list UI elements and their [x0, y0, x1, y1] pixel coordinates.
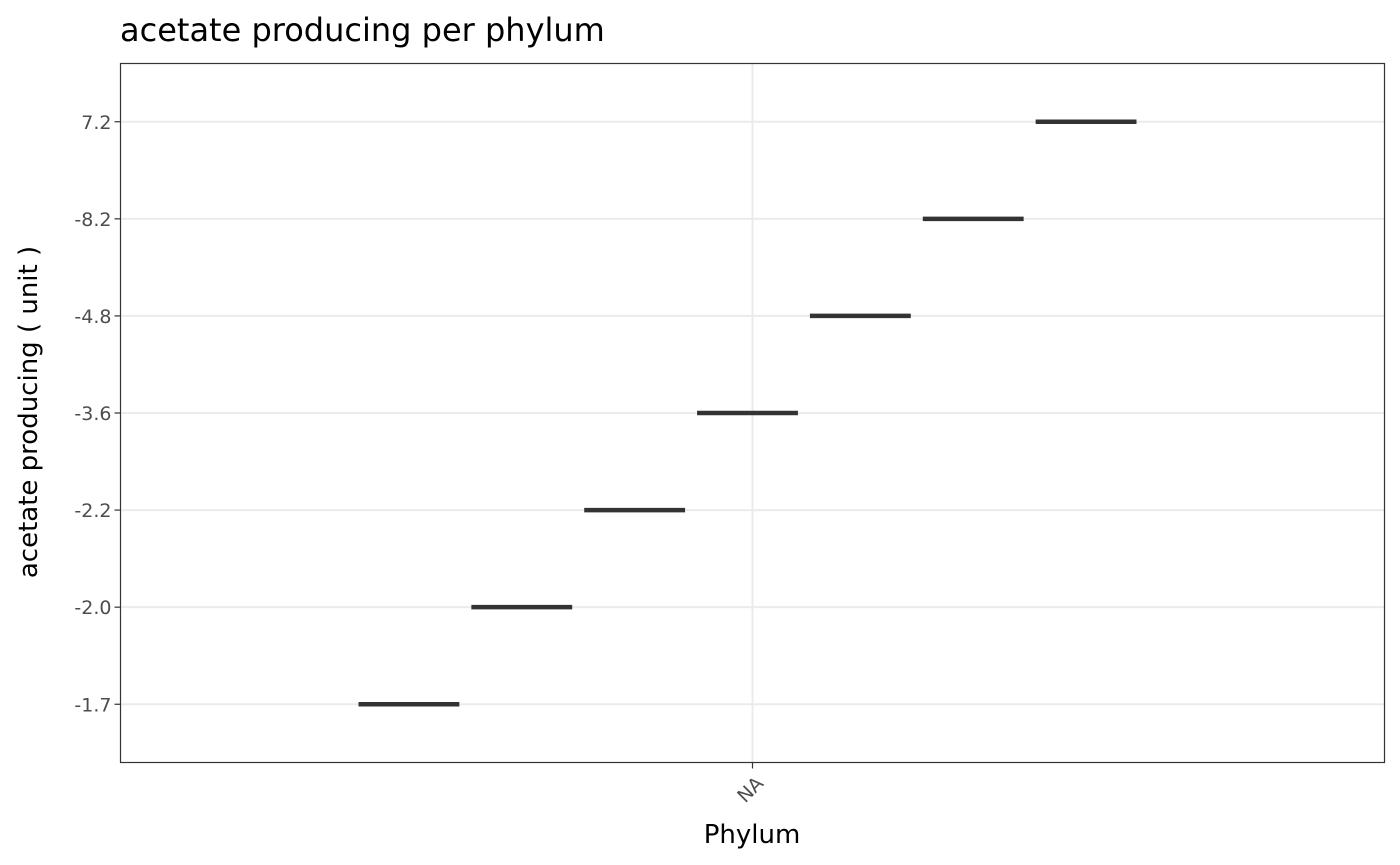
- data-marks: [358, 119, 1137, 707]
- y-tick-label: -2.2: [74, 500, 111, 522]
- y-tick-label: -1.7: [74, 694, 111, 716]
- y-axis-title: acetate producing ( unit ): [14, 246, 44, 578]
- chart-title: acetate producing per phylum: [120, 11, 605, 49]
- y-tick-label: -4.8: [74, 306, 111, 328]
- x-axis-title: Phylum: [704, 820, 801, 850]
- y-tick-label: -8.2: [74, 209, 111, 231]
- y-tick-label: -2.0: [74, 597, 111, 619]
- x-tick-label: NA: [733, 772, 768, 807]
- y-tick-label: 7.2: [81, 112, 111, 134]
- y-tick-label: -3.6: [74, 403, 111, 425]
